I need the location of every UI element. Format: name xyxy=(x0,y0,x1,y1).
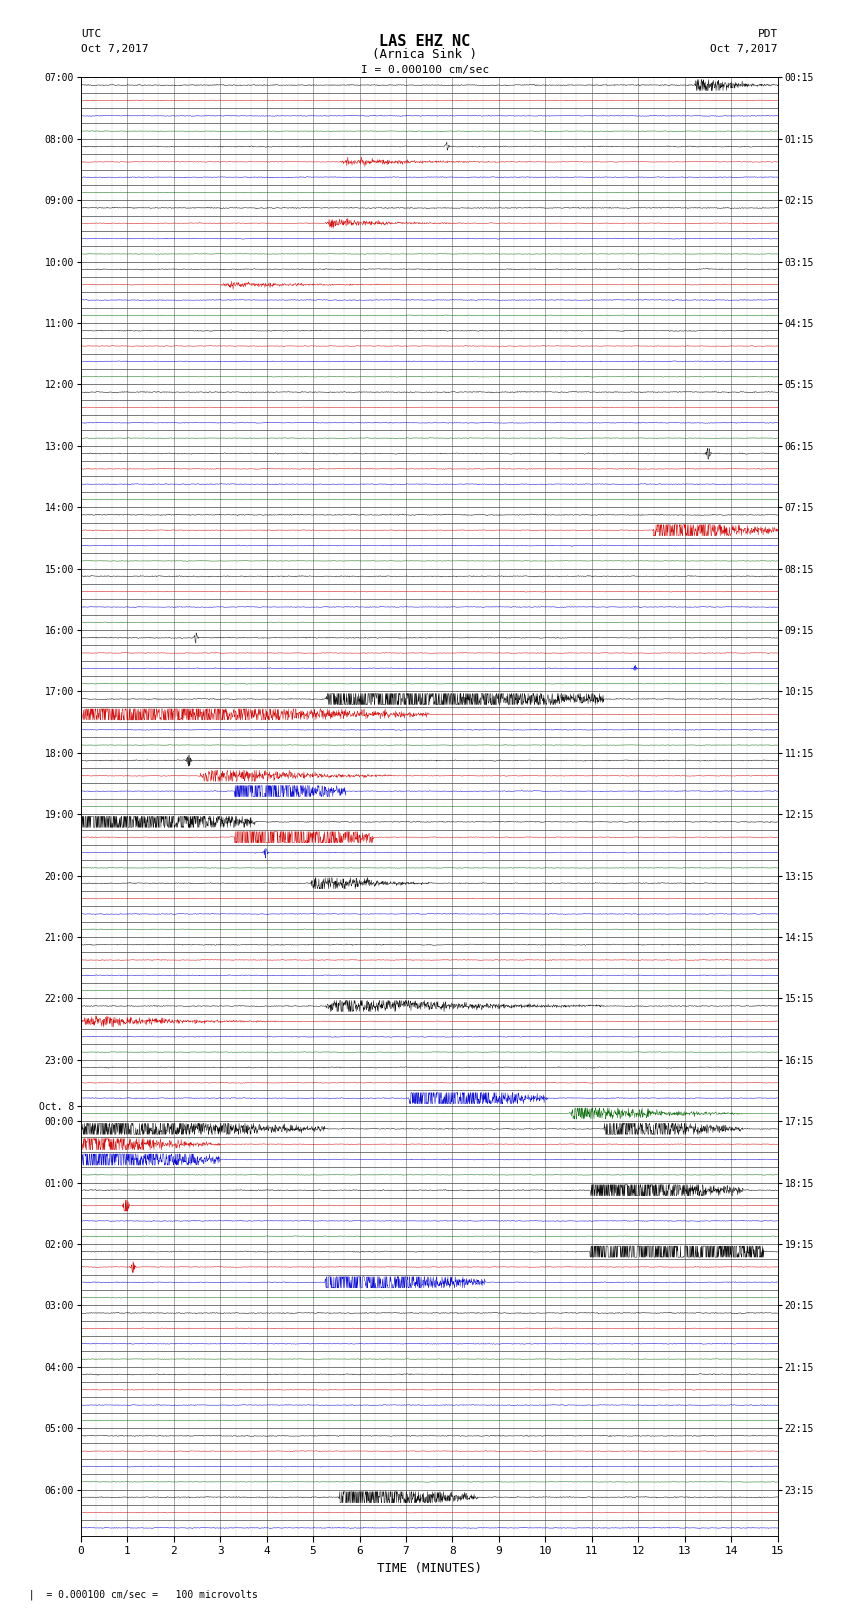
X-axis label: TIME (MINUTES): TIME (MINUTES) xyxy=(377,1561,482,1574)
Text: PDT: PDT xyxy=(757,29,778,39)
Text: |  = 0.000100 cm/sec =   100 microvolts: | = 0.000100 cm/sec = 100 microvolts xyxy=(17,1589,258,1600)
Text: (Arnica Sink ): (Arnica Sink ) xyxy=(372,48,478,61)
Text: Oct 7,2017: Oct 7,2017 xyxy=(81,44,148,53)
Text: Oct 7,2017: Oct 7,2017 xyxy=(711,44,778,53)
Text: I = 0.000100 cm/sec: I = 0.000100 cm/sec xyxy=(361,65,489,74)
Text: LAS EHZ NC: LAS EHZ NC xyxy=(379,34,471,48)
Text: UTC: UTC xyxy=(81,29,101,39)
